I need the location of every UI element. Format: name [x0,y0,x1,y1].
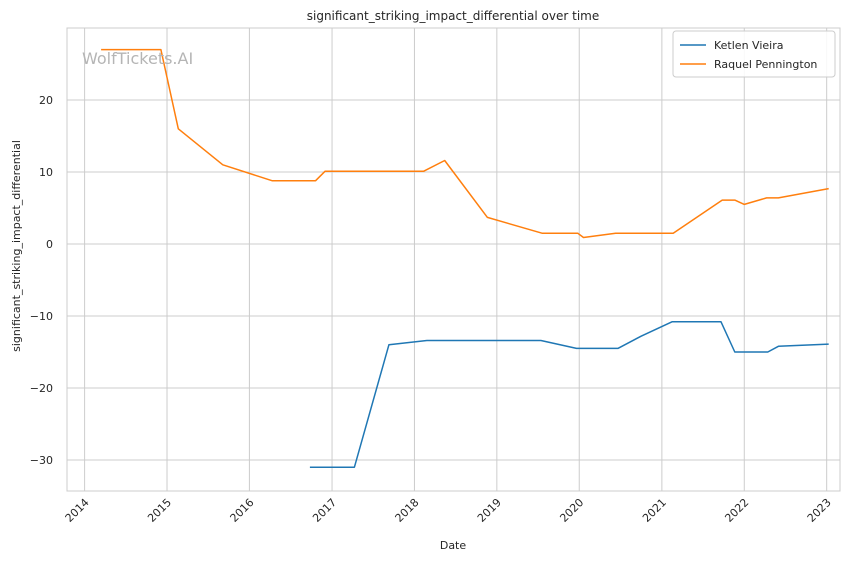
x-tick-label: 2022 [722,496,751,525]
chart-title: significant_striking_impact_differential… [307,9,599,23]
x-axis-label: Date [440,539,467,552]
y-tick-label: −30 [30,454,53,467]
x-tick-label: 2019 [475,496,504,525]
plot-area [66,27,841,492]
series-line-ketlen-vieira [309,321,829,468]
y-tick-label: 0 [46,238,53,251]
y-tick-label: 20 [39,94,53,107]
legend: Ketlen Vieira Raquel Pennington [672,30,836,78]
x-tick-label: 2018 [393,496,422,525]
x-tick-label: 2020 [557,496,586,525]
y-tick-labels: −30 −20 −10 0 10 20 [30,94,53,467]
x-tick-label: 2017 [310,496,339,525]
x-tick-label: 2015 [145,496,174,525]
y-tick-label: −20 [30,382,53,395]
x-tick-label: 2016 [228,496,257,525]
series-lines [101,48,829,468]
legend-label-ketlen-vieira: Ketlen Vieira [714,39,783,52]
y-tick-label: 10 [39,166,53,179]
grid [67,28,840,491]
y-tick-label: −10 [30,310,53,323]
legend-box [672,30,836,78]
series-line-raquel-pennington [101,48,829,239]
legend-label-raquel-pennington: Raquel Pennington [714,58,817,71]
x-tick-label: 2023 [805,496,834,525]
x-tick-label: 2021 [640,496,669,525]
y-axis-label: significant_striking_impact_differential [10,140,23,352]
x-tick-labels: 2014 2015 2016 2017 2018 2019 2020 2021 2022 2023 [63,496,834,525]
watermark-text: WolfTickets.AI [82,49,193,68]
x-tick-label: 2014 [63,496,92,525]
